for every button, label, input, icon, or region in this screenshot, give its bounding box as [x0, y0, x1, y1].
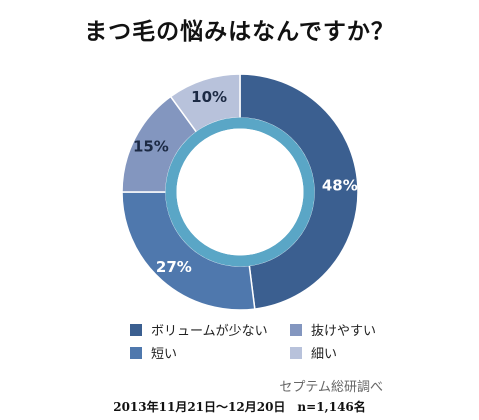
legend-swatch: [290, 346, 302, 359]
slice-value-label-0: 48%: [322, 177, 358, 195]
legend-label: 抜けやすい: [311, 324, 377, 339]
chart-title: まつ毛の悩みはなんですか？: [84, 19, 395, 45]
legend: ボリュームが少ない 抜けやすい 短い 細い: [130, 320, 430, 364]
legend-swatch: [130, 323, 142, 336]
legend-item-volume: ボリュームが少ない: [130, 320, 268, 339]
legend-item-short: 短い: [130, 343, 177, 362]
slice-value-label-3: 10%: [191, 88, 227, 106]
slice-value-label-1: 27%: [156, 258, 192, 276]
legend-swatch: [130, 346, 142, 359]
legend-label: 細い: [311, 347, 338, 362]
legend-swatch: [290, 323, 302, 336]
slice-value-label-2: 15%: [133, 138, 169, 156]
legend-label: ボリュームが少ない: [151, 324, 268, 339]
legend-item-thin: 細い: [290, 343, 337, 362]
legend-item-falls-out: 抜けやすい: [290, 320, 376, 339]
survey-period: 2013年11月21日〜12月20日 n=1,146名: [113, 400, 366, 414]
donut-chart: 48% 27% 15% 10%: [121, 73, 359, 311]
inner-ring: [165, 117, 315, 267]
source-note: セプテム総研調べ: [279, 380, 383, 395]
donut-hole: [176, 128, 304, 256]
legend-label: 短い: [151, 347, 178, 362]
